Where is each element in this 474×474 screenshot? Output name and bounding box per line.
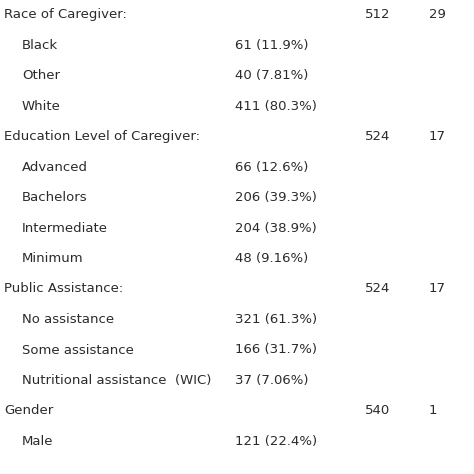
Text: 29: 29 [429, 8, 446, 21]
Text: Advanced: Advanced [22, 161, 88, 173]
Text: 17: 17 [429, 283, 446, 295]
Text: 321 (61.3%): 321 (61.3%) [235, 313, 317, 326]
Text: Male: Male [22, 435, 53, 448]
Text: 40 (7.81%): 40 (7.81%) [235, 69, 308, 82]
Text: Race of Caregiver:: Race of Caregiver: [4, 8, 127, 21]
Text: 524: 524 [365, 130, 391, 143]
Text: 512: 512 [365, 8, 391, 21]
Text: White: White [22, 100, 61, 112]
Text: Public Assistance:: Public Assistance: [4, 283, 123, 295]
Text: 1: 1 [429, 404, 438, 418]
Text: Intermediate: Intermediate [22, 221, 108, 235]
Text: Minimum: Minimum [22, 252, 83, 265]
Text: 204 (38.9%): 204 (38.9%) [235, 221, 316, 235]
Text: 540: 540 [365, 404, 390, 418]
Text: 206 (39.3%): 206 (39.3%) [235, 191, 317, 204]
Text: 66 (12.6%): 66 (12.6%) [235, 161, 308, 173]
Text: 166 (31.7%): 166 (31.7%) [235, 344, 317, 356]
Text: Some assistance: Some assistance [22, 344, 134, 356]
Text: 121 (22.4%): 121 (22.4%) [235, 435, 317, 448]
Text: Bachelors: Bachelors [22, 191, 87, 204]
Text: Other: Other [22, 69, 60, 82]
Text: 17: 17 [429, 130, 446, 143]
Text: 524: 524 [365, 283, 391, 295]
Text: Black: Black [22, 38, 58, 52]
Text: 37 (7.06%): 37 (7.06%) [235, 374, 308, 387]
Text: Nutritional assistance  (WIC): Nutritional assistance (WIC) [22, 374, 211, 387]
Text: 61 (11.9%): 61 (11.9%) [235, 38, 308, 52]
Text: Education Level of Caregiver:: Education Level of Caregiver: [4, 130, 200, 143]
Text: 411 (80.3%): 411 (80.3%) [235, 100, 317, 112]
Text: 48 (9.16%): 48 (9.16%) [235, 252, 308, 265]
Text: No assistance: No assistance [22, 313, 114, 326]
Text: Gender: Gender [4, 404, 53, 418]
